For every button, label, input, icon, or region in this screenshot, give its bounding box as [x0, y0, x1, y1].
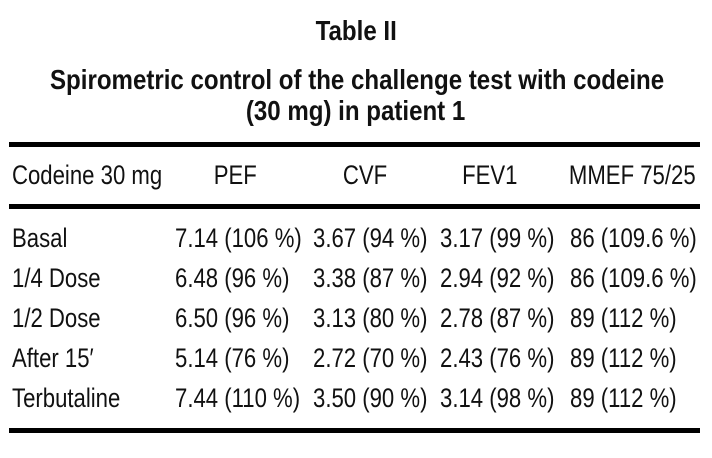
- cell-cvf: 3.50 (90 %): [313, 382, 428, 413]
- row-label: 1/4 Dose: [12, 262, 101, 293]
- cell-fev1: 3.14 (98 %): [440, 382, 555, 413]
- row-label: After 15′: [12, 342, 94, 373]
- table-body: Basal 7.14 (106 %) 3.67 (94 %) 3.17 (99 …: [9, 209, 700, 428]
- column-header-mmef: MMEF 75/25: [568, 160, 696, 190]
- table-caption: Spirometric control of the challenge tes…: [0, 64, 712, 126]
- column-header-cvf: CVF: [342, 160, 388, 190]
- cell-mmef: 89 (112 %): [570, 302, 677, 333]
- top-rule: [9, 142, 700, 147]
- row-label: 1/2 Dose: [12, 302, 101, 333]
- header-rule: [9, 204, 700, 209]
- column-header-codeine: Codeine 30 mg: [12, 160, 163, 190]
- cell-pef: 7.14 (106 %): [175, 222, 302, 253]
- cell-cvf: 2.72 (70 %): [313, 342, 428, 373]
- cell-mmef: 86 (109.6 %): [570, 262, 697, 293]
- table-caption-line2: (30 mg) in patient 1: [246, 95, 466, 126]
- cell-fev1: 2.78 (87 %): [440, 302, 555, 333]
- bottom-rule: [9, 428, 700, 433]
- table-number: Table II: [0, 16, 712, 46]
- table-number-text: Table II: [315, 15, 397, 46]
- spirometry-table: Codeine 30 mg PEF CVF FEV1 MMEF 75/25 Ba…: [9, 142, 700, 433]
- cell-fev1: 3.17 (99 %): [440, 222, 555, 253]
- cell-pef: 5.14 (76 %): [175, 342, 290, 373]
- cell-cvf: 3.13 (80 %): [313, 302, 428, 333]
- cell-pef: 7.44 (110 %): [175, 382, 301, 413]
- cell-pef: 6.48 (96 %): [175, 262, 290, 293]
- cell-fev1: 2.43 (76 %): [440, 342, 555, 373]
- cell-mmef: 86 (109.6 %): [570, 222, 697, 253]
- row-label: Terbutaline: [12, 382, 121, 413]
- row-label: Basal: [12, 222, 68, 253]
- table-row: Terbutaline 7.44 (110 %) 3.50 (90 %) 3.1…: [9, 378, 700, 418]
- table-row: After 15′ 5.14 (76 %) 2.72 (70 %) 2.43 (…: [9, 338, 700, 378]
- table-row: 1/2 Dose 6.50 (96 %) 3.13 (80 %) 2.78 (8…: [9, 298, 700, 338]
- column-header-pef: PEF: [213, 160, 257, 190]
- table-row: Basal 7.14 (106 %) 3.67 (94 %) 3.17 (99 …: [9, 218, 700, 258]
- cell-mmef: 89 (112 %): [570, 382, 677, 413]
- cell-fev1: 2.94 (92 %): [440, 262, 555, 293]
- cell-cvf: 3.38 (87 %): [313, 262, 428, 293]
- cell-mmef: 89 (112 %): [570, 342, 677, 373]
- cell-cvf: 3.67 (94 %): [313, 222, 428, 253]
- column-header-fev1: FEV1: [462, 160, 518, 190]
- table-row: 1/4 Dose 6.48 (96 %) 3.38 (87 %) 2.94 (9…: [9, 258, 700, 298]
- table-caption-line1: Spirometric control of the challenge tes…: [49, 64, 665, 95]
- cell-pef: 6.50 (96 %): [175, 302, 290, 333]
- table-header-row: Codeine 30 mg PEF CVF FEV1 MMEF 75/25: [9, 147, 700, 204]
